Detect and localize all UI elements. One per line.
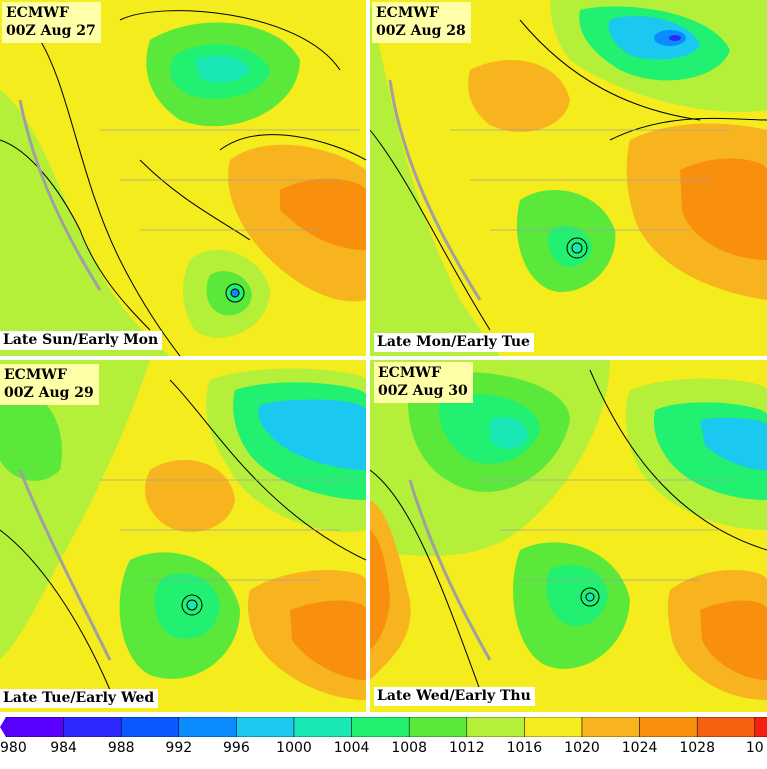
colorbar-swatch: [293, 717, 352, 737]
colorbar-swatch: [581, 717, 640, 737]
valid-time-caption-1: Late Sun/Early Mon: [0, 331, 163, 350]
colorbar-swatch: [466, 717, 525, 737]
colorbar-swatch: [408, 717, 468, 737]
run-time-2: 00Z Aug 28: [376, 23, 466, 39]
colorbar-swatch: [120, 717, 180, 737]
colorbar-tick-label: 1004: [333, 740, 370, 756]
colorbar-tick-label: 1016: [506, 740, 543, 756]
pressure-map-1: [0, 0, 366, 356]
pressure-map-3: [0, 360, 366, 712]
run-label-3: ECMWF 00Z Aug 29: [0, 364, 99, 405]
colorbar-tick-label: 1028: [679, 740, 716, 756]
colorbar-swatch: [63, 717, 122, 737]
pressure-colorbar: [0, 717, 767, 737]
colorbar-tick-label: 1024: [621, 740, 658, 756]
colorbar-tick-label: 996: [223, 740, 250, 756]
valid-time-caption-2: Late Mon/Early Tue: [374, 333, 534, 352]
model-name-3: ECMWF: [4, 367, 67, 383]
run-label-2: ECMWF 00Z Aug 28: [372, 2, 471, 43]
map-panel-3: ECMWF 00Z Aug 29 Late Tue/Early Wed: [0, 360, 366, 712]
colorbar-swatch: [178, 717, 237, 737]
colorbar-swatch: [236, 717, 295, 737]
colorbar-tick-label: 10: [745, 740, 764, 756]
colorbar-labels: 980 984 988 992 996 1000 1004 1008 1012 1016 1020 1…: [0, 740, 767, 766]
colorbar-swatch: [754, 717, 767, 737]
map-panel-1: ECMWF 00Z Aug 27 Late Sun/Early Mon: [0, 0, 366, 356]
colorbar-swatch: [351, 717, 410, 737]
map-panel-2: ECMWF 00Z Aug 28 Late Mon/Early Tue: [370, 0, 767, 356]
model-name-2: ECMWF: [376, 5, 439, 21]
run-label-4: ECMWF 00Z Aug 30: [374, 362, 473, 403]
colorbar-swatch: [639, 717, 698, 737]
valid-time-caption-4: Late Wed/Early Thu: [374, 687, 535, 706]
colorbar-tick-label: 1000: [276, 740, 312, 756]
colorbar-tick-label: 1020: [564, 740, 600, 756]
colorbar-tick-label: 980: [0, 740, 27, 756]
colorbar-tick-label: 992: [165, 740, 193, 756]
run-time-3: 00Z Aug 29: [4, 385, 94, 401]
map-panel-4: ECMWF 00Z Aug 30 Late Wed/Early Thu: [370, 360, 767, 712]
colorbar-tick-label: 1012: [448, 740, 485, 756]
colorbar-tick-label: 988: [107, 740, 135, 756]
model-name-1: ECMWF: [6, 5, 69, 21]
valid-time-caption-3: Late Tue/Early Wed: [0, 689, 159, 708]
pressure-map-4: [370, 360, 767, 712]
model-name-4: ECMWF: [378, 365, 441, 381]
colorbar-swatch: [5, 717, 64, 737]
colorbar-tick-label: 984: [50, 740, 77, 756]
colorbar-swatch: [524, 717, 583, 737]
run-time-1: 00Z Aug 27: [6, 23, 96, 39]
colorbar-min-arrow: [0, 717, 6, 737]
colorbar-swatch: [696, 717, 756, 737]
colorbar-tick-label: 1008: [391, 740, 428, 756]
run-time-4: 00Z Aug 30: [378, 383, 468, 399]
run-label-1: ECMWF 00Z Aug 27: [2, 2, 101, 43]
pressure-map-2: [370, 0, 767, 356]
